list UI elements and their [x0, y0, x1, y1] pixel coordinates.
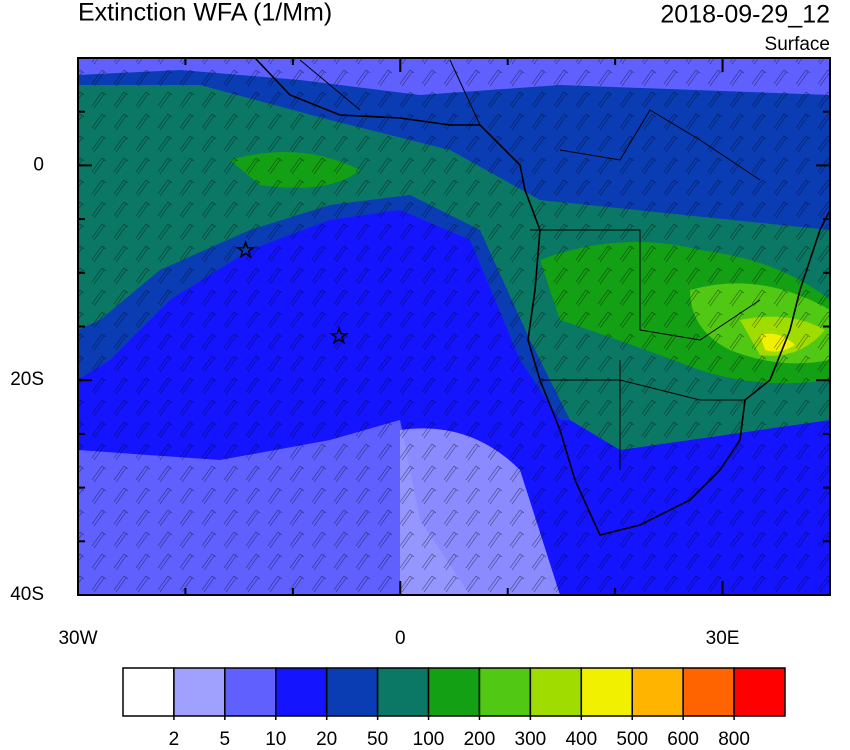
colorbar-box — [529, 667, 583, 717]
colorbar-box — [580, 667, 633, 717]
level: Surface — [765, 34, 830, 55]
y-tick-label: 0 — [33, 154, 44, 175]
x-tick-label: 30W — [58, 628, 97, 649]
colorbar-box — [478, 667, 532, 717]
colorbar-label: 600 — [667, 729, 699, 750]
x-tick-label: 0 — [395, 628, 406, 649]
colorbar-box — [682, 667, 735, 717]
site-marker — [235, 239, 256, 259]
y-tick-label: 40S — [10, 584, 44, 605]
country-borders — [299, 59, 761, 470]
colorbar-box — [733, 667, 786, 717]
title: Extinction WFA (1/Mm) — [78, 0, 332, 27]
colorbar-box — [427, 667, 481, 717]
colorbar-label: 5 — [220, 729, 231, 750]
colorbar-label: 20 — [316, 729, 337, 750]
colorbar-box — [173, 667, 226, 717]
colorbar-label: 400 — [565, 729, 597, 750]
colorbar-box — [224, 667, 277, 717]
colorbar-label: 2 — [169, 729, 180, 750]
colorbar-box — [631, 667, 684, 717]
site-marker — [329, 325, 349, 345]
coastline — [254, 58, 830, 536]
colorbar-label: 50 — [367, 729, 388, 750]
colorbar-box — [376, 667, 430, 717]
colorbar-label: 500 — [616, 729, 648, 750]
colorbar-box — [122, 667, 175, 717]
x-tick-label: 30E — [706, 628, 740, 649]
colorbar-label: 200 — [464, 729, 496, 750]
colorbar-label: 10 — [265, 729, 286, 750]
colorbar-box — [275, 667, 328, 717]
colorbar-label: 100 — [413, 729, 445, 750]
colorbar-box — [325, 667, 379, 717]
date: 2018-09-29_12 — [660, 1, 830, 29]
wind-barbs — [78, 58, 830, 595]
field — [78, 58, 830, 595]
colorbar-label: 300 — [515, 729, 547, 750]
colorbar-label: 800 — [718, 729, 750, 750]
y-tick-label: 20S — [10, 369, 44, 390]
